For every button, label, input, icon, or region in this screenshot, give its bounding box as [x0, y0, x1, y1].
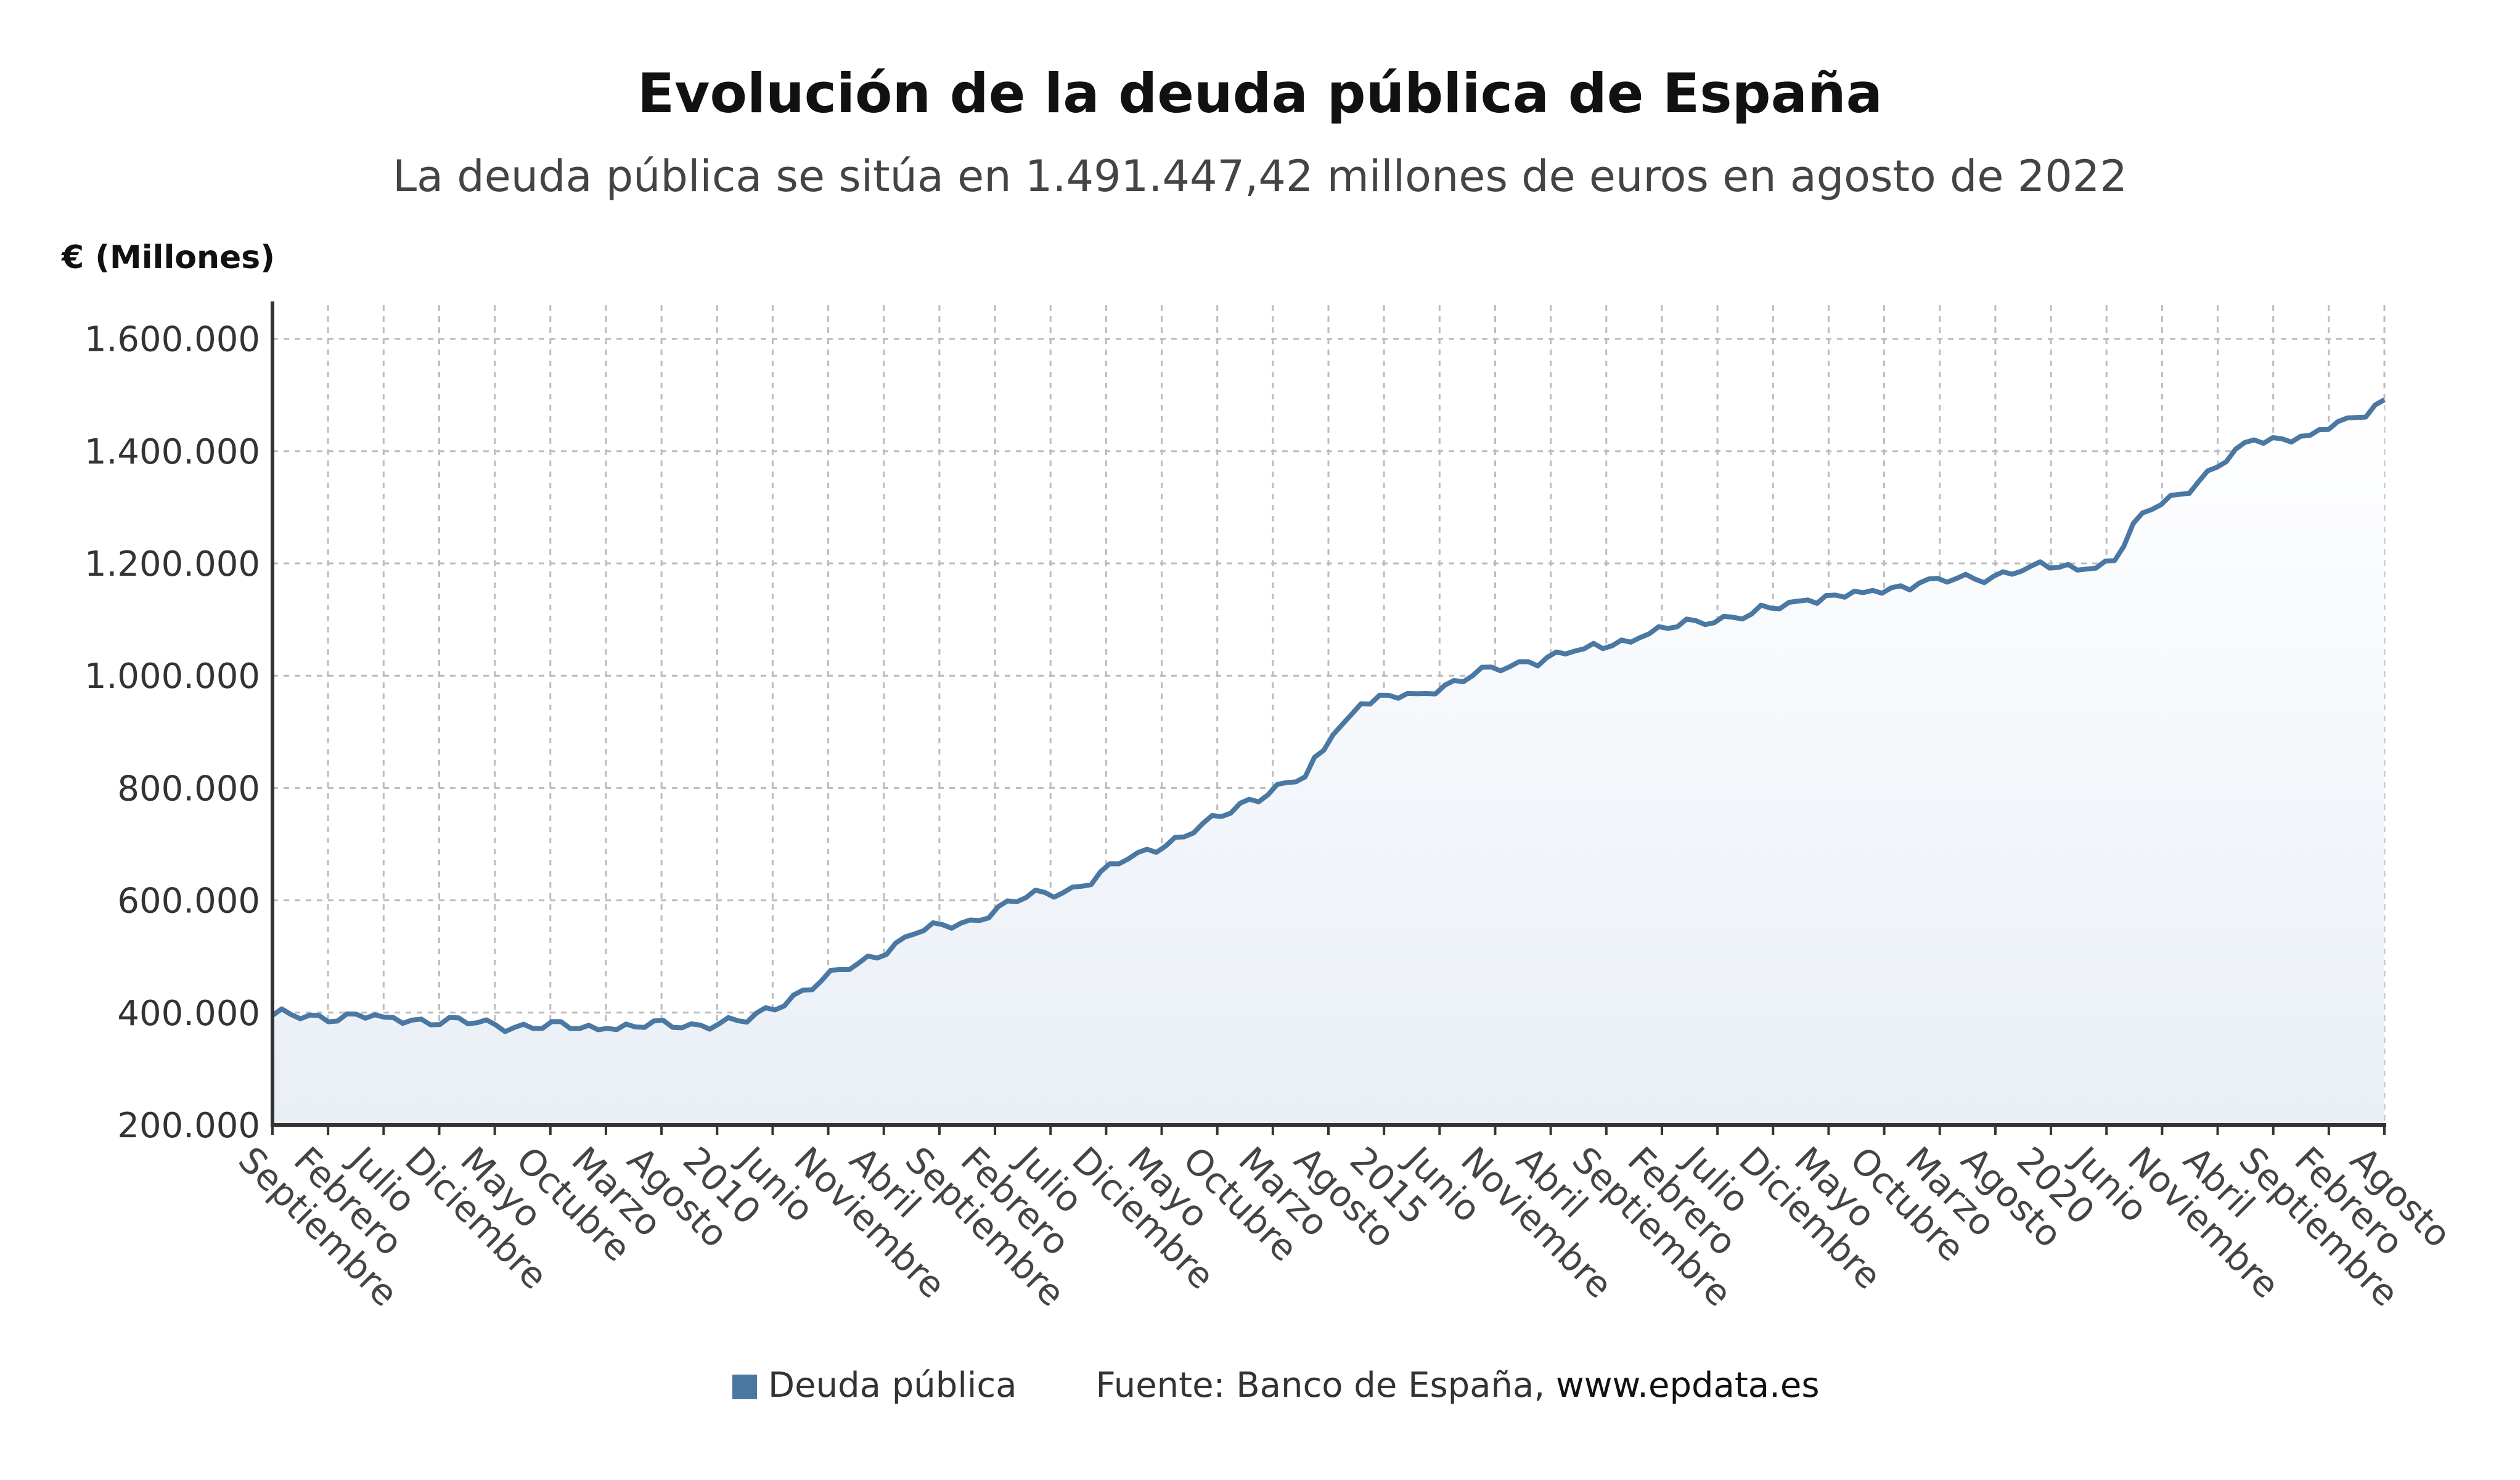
legend-label: Deuda pública — [768, 1365, 1017, 1405]
y-tick-label: 400.000 — [117, 994, 260, 1034]
y-tick-label: 1.000.000 — [84, 656, 260, 697]
y-axis-ticks: 200.000 400.000 600.000 800.000 1.000.000 1.2… — [84, 320, 260, 1146]
chart-title: Evolución de la deuda pública de España — [637, 62, 1883, 125]
chart-series — [271, 398, 2386, 1125]
x-axis-ticks: SeptiembreFebreroJulioDiciembreMayoOctub… — [231, 1125, 2459, 1315]
y-tick-label: 200.000 — [117, 1106, 260, 1146]
y-axis-unit-label: € (Millones) — [62, 239, 275, 276]
y-tick-label: 600.000 — [117, 881, 260, 922]
source-link[interactable]: www.epdata.es — [1555, 1365, 1820, 1405]
chart-subtitle: La deuda pública se sitúa en 1.491.447,4… — [393, 151, 2127, 202]
y-tick-label: 1.200.000 — [84, 544, 260, 584]
y-tick-label: 1.400.000 — [84, 432, 260, 472]
series-area-fill — [272, 399, 2384, 1125]
y-tick-label: 800.000 — [117, 769, 260, 809]
y-tick-label: 1.600.000 — [84, 320, 260, 360]
series-line — [271, 398, 2386, 1034]
legend: Deuda pública Fuente: Banco de España, ww… — [732, 1365, 1820, 1405]
source-text: Fuente: Banco de España, — [1095, 1365, 1556, 1405]
legend-swatch — [732, 1375, 757, 1399]
